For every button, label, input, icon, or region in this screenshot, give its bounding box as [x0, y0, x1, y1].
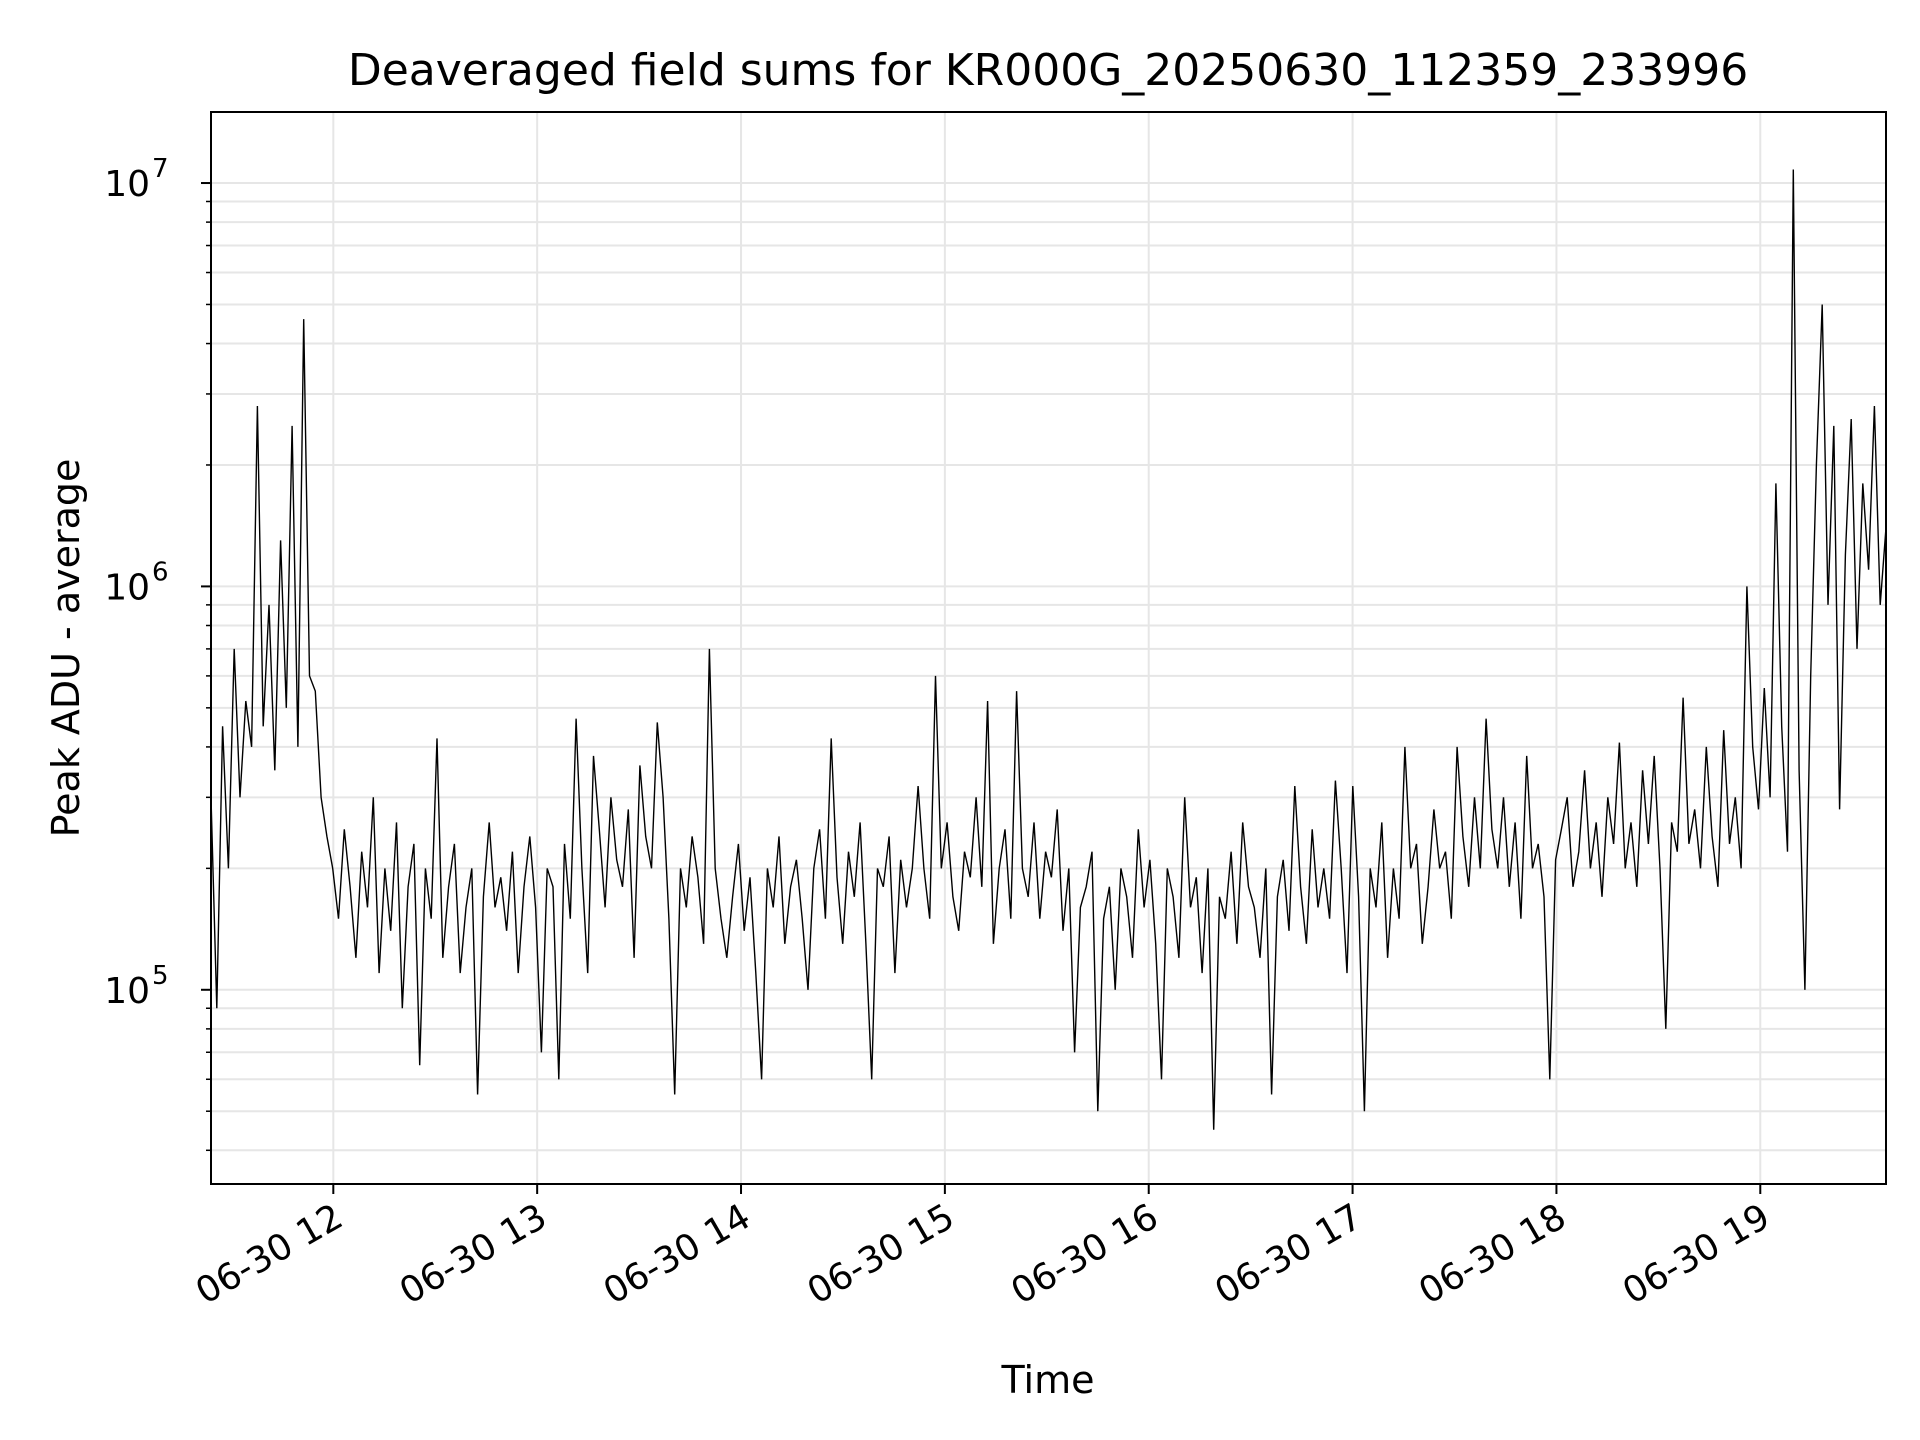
chart-title: Deaveraged field sums for KR000G_2025063… — [348, 45, 1748, 96]
grid — [211, 112, 1886, 1184]
y-tick-exponent: 5 — [152, 961, 169, 991]
y-tick-base: 10 — [104, 971, 150, 1012]
y-tick-exponent: 6 — [152, 557, 169, 587]
series-line — [210, 169, 1887, 1130]
series-layer — [210, 169, 1887, 1130]
y-tick-label: 10 7 — [104, 154, 168, 205]
y-tick-label: 10 6 — [104, 557, 168, 608]
x-axis-label: Time — [1001, 1358, 1095, 1402]
y-tick-base: 10 — [104, 567, 150, 608]
y-tick-label: 10 5 — [104, 961, 168, 1012]
y-axis-label: Peak ADU - average — [44, 459, 88, 838]
plot-frame — [210, 111, 1887, 1185]
y-tick-base: 10 — [104, 164, 150, 205]
y-tick-exponent: 7 — [152, 154, 169, 184]
